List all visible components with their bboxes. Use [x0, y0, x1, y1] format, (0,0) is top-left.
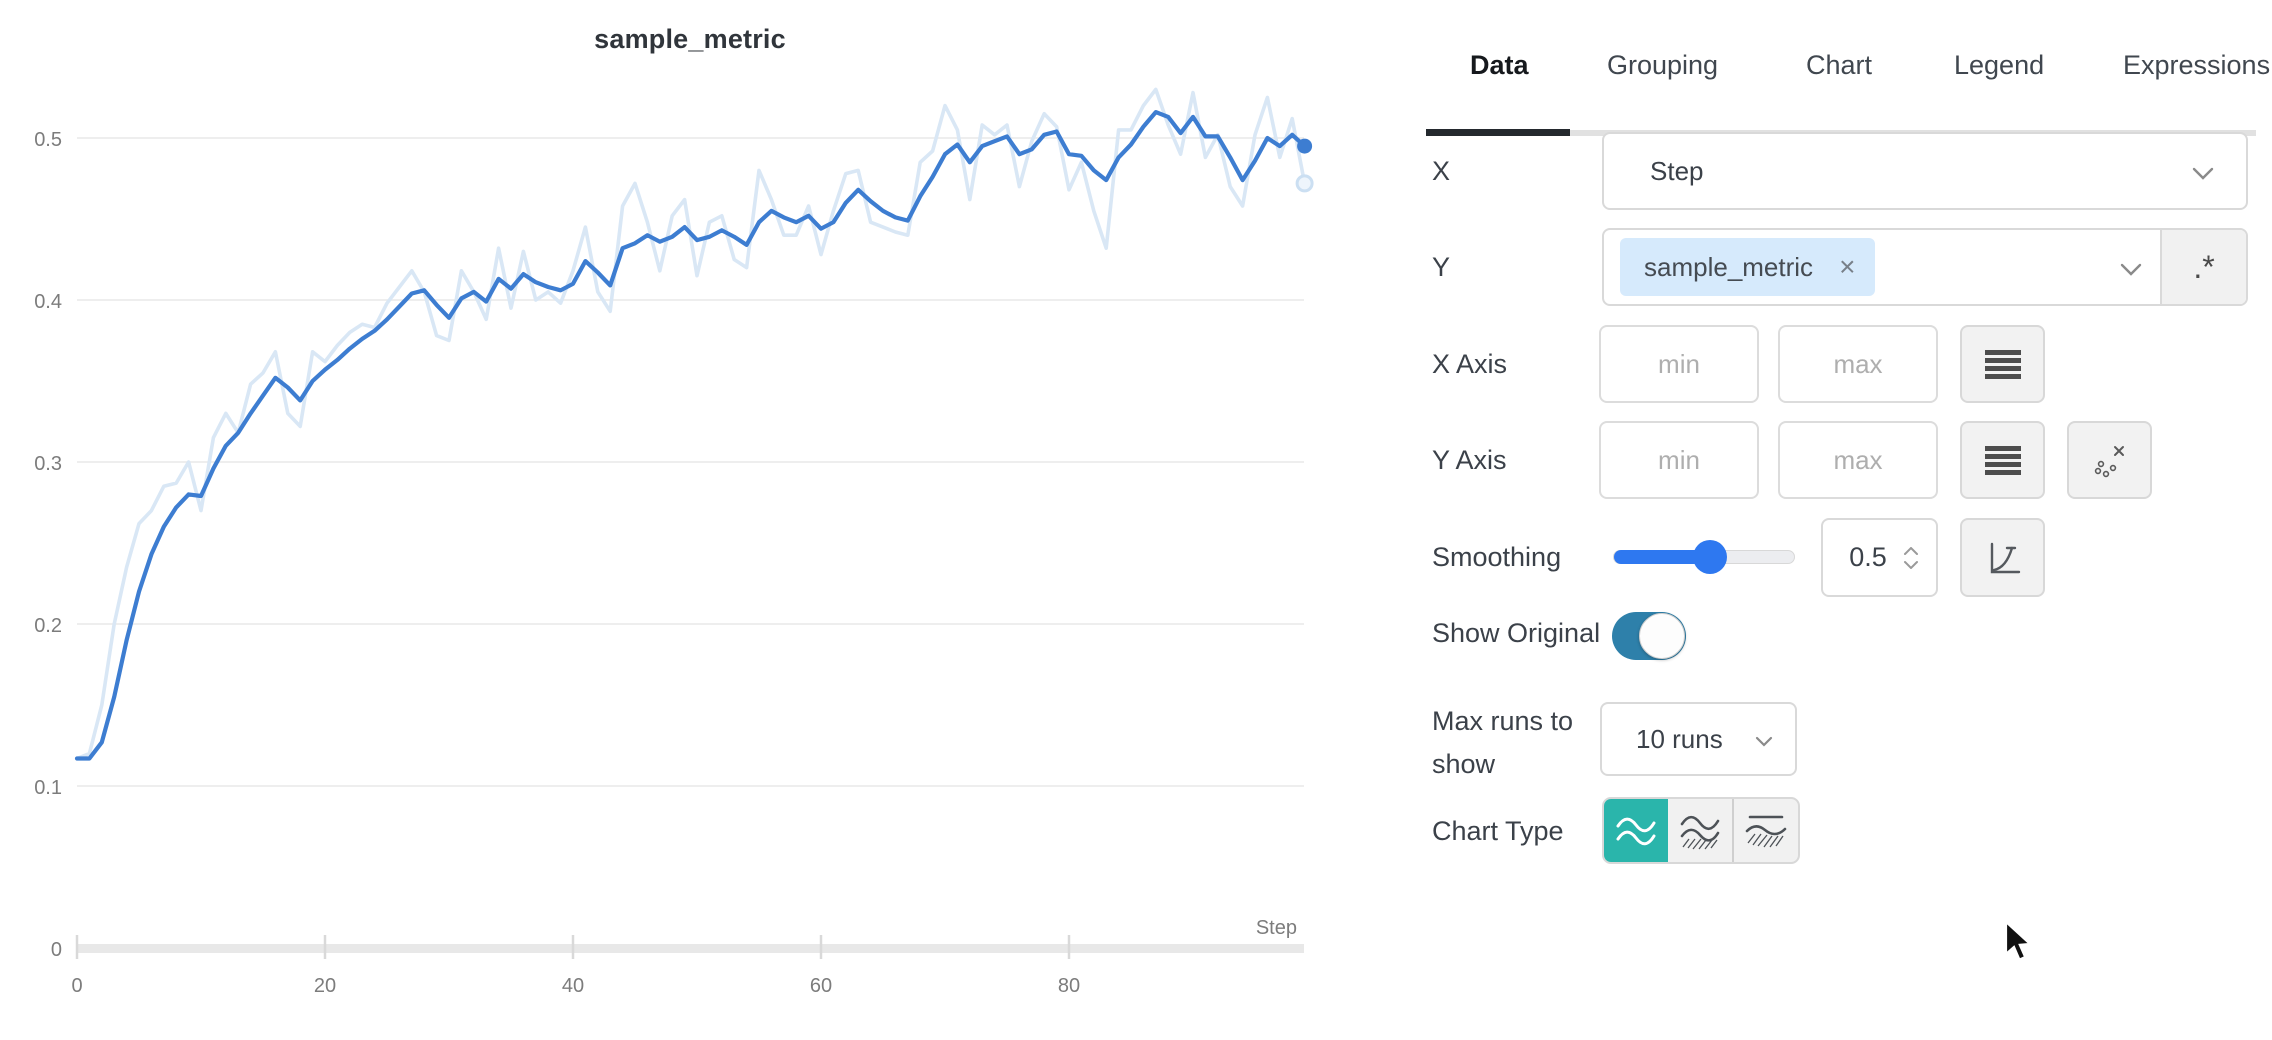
x-field-value: Step — [1650, 155, 1704, 186]
smoothing-algorithm-button[interactable] — [1960, 518, 2045, 597]
y-axis-log-scale-button[interactable] — [1960, 421, 2045, 499]
x-tick-label: 60 — [810, 975, 832, 997]
x-axis-min-input[interactable] — [1599, 325, 1759, 403]
y-tick-label: 0.1 — [34, 777, 62, 799]
smoothing-stepper[interactable] — [1903, 546, 1919, 569]
x-axis-title: Step — [1256, 917, 1297, 939]
show-original-toggle[interactable] — [1612, 612, 1686, 660]
metric-line-chart[interactable]: 0 0.1 0.2 0.3 0.4 0.5 0 20 40 60 80 Step — [0, 0, 1400, 1040]
original-end-dot — [1295, 174, 1314, 193]
stacked-lines-icon — [1984, 446, 2021, 475]
regex-toggle-button[interactable]: .* — [2160, 230, 2246, 304]
y-tick-label: 0.4 — [34, 291, 62, 313]
smoothing-slider[interactable] — [1613, 540, 1795, 574]
toggle-knob — [1639, 613, 1685, 659]
x-field-select[interactable]: Step — [1602, 132, 2248, 210]
minmax-area-chart-icon — [1745, 815, 1787, 847]
y-row-label: Y — [1432, 252, 1451, 282]
x-tick-label: 40 — [562, 975, 584, 997]
tab-data[interactable]: Data — [1470, 50, 1529, 80]
chart-type-segmented-control — [1602, 797, 1800, 864]
outliers-scatter-icon — [2094, 446, 2124, 478]
chart-type-label: Chart Type — [1432, 816, 1564, 846]
chevron-down-icon — [1755, 736, 1773, 747]
x-axis-log-scale-button[interactable] — [1960, 325, 2045, 403]
x-axis-band — [77, 944, 1304, 953]
max-runs-select[interactable]: 10 runs — [1600, 702, 1797, 776]
y-axis-min-input[interactable] — [1599, 421, 1759, 499]
y-tick-label: 0.3 — [34, 453, 62, 475]
y-tick-label: 0 — [51, 939, 62, 961]
tab-grouping[interactable]: Grouping — [1607, 50, 1719, 80]
smoothing-value-input[interactable] — [1831, 541, 1905, 574]
x-axis-row-label: X Axis — [1432, 349, 1508, 379]
max-runs-value: 10 runs — [1636, 723, 1723, 754]
stepper-down-icon[interactable] — [1903, 560, 1919, 569]
smoothing-row-label: Smoothing — [1432, 542, 1562, 572]
line-chart-icon — [1616, 817, 1656, 845]
smoothing-curve-icon — [1990, 542, 2020, 573]
chevron-down-icon — [2120, 263, 2142, 276]
stepper-up-icon[interactable] — [1903, 546, 1919, 556]
metric-tag-label: sample_metric — [1644, 251, 1814, 282]
stacked-lines-icon — [1984, 350, 2021, 379]
ignore-outliers-button[interactable] — [2067, 421, 2152, 499]
chart-type-line-button[interactable] — [1604, 799, 1668, 862]
area-chart-icon — [1680, 815, 1720, 849]
mouse-cursor — [2004, 920, 2033, 962]
y-field-select[interactable]: sample_metric × .* — [1602, 228, 2248, 306]
x-tick-label: 80 — [1058, 975, 1080, 997]
x-axis-max-input[interactable] — [1778, 325, 1938, 403]
x-tick-label: 0 — [71, 975, 82, 997]
smoothing-slider-fill — [1614, 550, 1710, 564]
tab-expressions[interactable]: Expressions — [2123, 50, 2271, 80]
metric-tag: sample_metric × — [1620, 238, 1876, 296]
max-runs-label: Max runs to show — [1432, 706, 1574, 779]
tab-active-underline — [1426, 129, 1570, 136]
smoothing-slider-thumb[interactable] — [1693, 540, 1727, 574]
chart-type-minmax-button[interactable] — [1732, 799, 1798, 862]
y-tick-label: 0.2 — [34, 615, 62, 637]
y-tick-label: 0.5 — [34, 129, 62, 151]
chart-title: sample_metric — [594, 24, 786, 54]
remove-metric-icon[interactable]: × — [1839, 251, 1856, 282]
x-tick-label: 20 — [314, 975, 336, 997]
smoothed-series-line — [74, 109, 1307, 761]
y-axis-max-input[interactable] — [1778, 421, 1938, 499]
smoothed-end-dot — [1297, 138, 1313, 154]
tab-legend[interactable]: Legend — [1954, 50, 2045, 80]
tab-chart[interactable]: Chart — [1806, 50, 1873, 80]
chevron-down-icon — [2192, 167, 2214, 180]
smoothing-value-box — [1821, 518, 1938, 597]
original-series-line — [75, 87, 1307, 761]
show-original-label: Show Original — [1432, 618, 1601, 648]
chart-type-area-button[interactable] — [1668, 799, 1732, 862]
x-row-label: X — [1432, 156, 1451, 186]
y-axis-row-label: Y Axis — [1432, 445, 1507, 475]
